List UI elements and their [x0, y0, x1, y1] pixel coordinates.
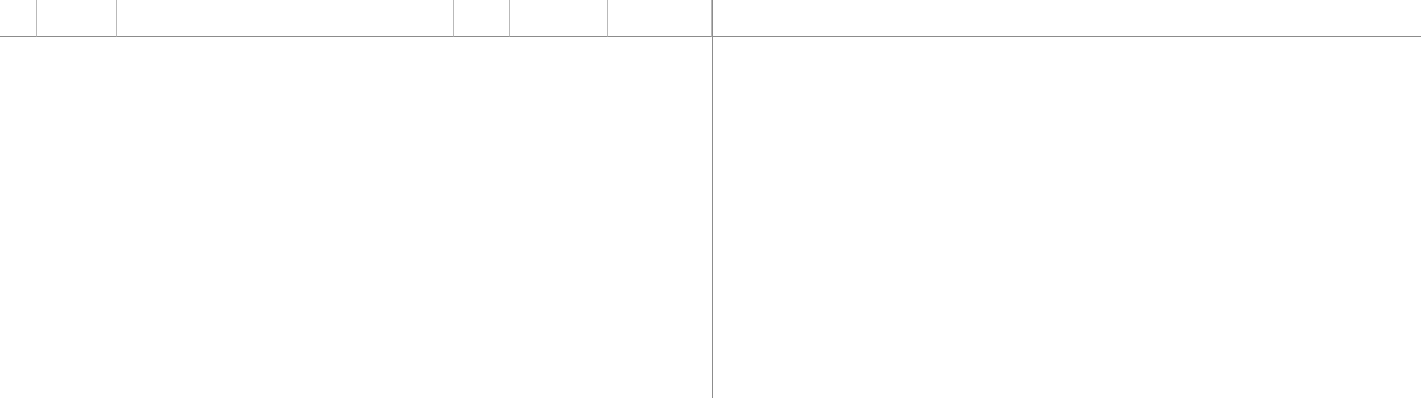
column-header-end[interactable] — [608, 0, 712, 37]
gantt-bars — [713, 0, 1421, 398]
column-header-id[interactable] — [0, 0, 37, 37]
column-header-start[interactable] — [510, 0, 608, 37]
column-header-duration[interactable] — [454, 0, 510, 37]
column-header-wbs[interactable] — [37, 0, 117, 37]
timescale-bottom-tier — [713, 17, 1421, 37]
gantt-chart — [712, 0, 1421, 398]
task-table — [0, 0, 712, 398]
column-header-name[interactable] — [117, 0, 454, 37]
